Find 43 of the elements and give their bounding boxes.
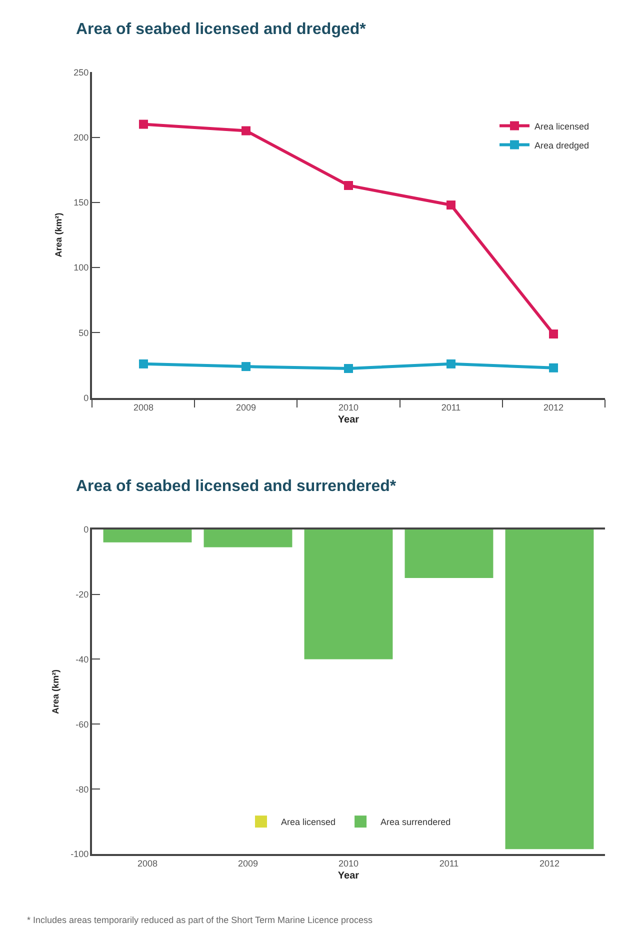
point xyxy=(138,120,148,129)
point xyxy=(138,359,148,368)
x-tick-label: 2008 xyxy=(137,858,158,869)
legend-label: Area dredged xyxy=(534,140,590,150)
point xyxy=(344,180,353,190)
text: * Includes areas temporarily reduced as part of the Short Term Marine Licence process xyxy=(27,915,373,925)
y-tick-label: 50 xyxy=(78,328,89,338)
y-tick-label: 100 xyxy=(74,262,89,273)
x-tick-label: 2009 xyxy=(238,858,258,869)
x-tick-label: 2011 xyxy=(441,402,461,412)
x-tick-label: 2012 xyxy=(539,858,560,869)
legend-label: Area licensed xyxy=(280,817,336,828)
point xyxy=(446,359,456,368)
y-tick-label: 0 xyxy=(84,524,89,534)
point xyxy=(241,362,250,372)
x-tick-label: 2008 xyxy=(133,402,154,412)
x-tick-label: 2009 xyxy=(236,402,256,412)
y-tick-label: 200 xyxy=(74,132,89,142)
y-axis-title: Area (km²) xyxy=(54,212,64,258)
x-tick-label: 2010 xyxy=(338,858,359,869)
point xyxy=(446,200,456,210)
y-axis-title: Area (km²) xyxy=(50,669,61,714)
y-tick-label: -20 xyxy=(76,589,89,600)
x-tick-label: 2010 xyxy=(338,402,359,412)
point xyxy=(241,126,250,136)
y-tick-label: 150 xyxy=(74,198,89,208)
x-axis-title: Year xyxy=(338,870,360,882)
legend-label: Area licensed xyxy=(534,121,590,132)
point xyxy=(549,329,558,338)
x-tick-label: 2012 xyxy=(543,402,564,412)
legend-label: Area surrendered xyxy=(380,817,451,828)
y-tick-label: 0 xyxy=(84,392,89,403)
point xyxy=(344,364,353,373)
x-axis-title: Year xyxy=(338,414,360,426)
point xyxy=(549,363,558,372)
y-tick-label: -100 xyxy=(70,849,89,860)
y-tick-label: -60 xyxy=(76,719,89,730)
y-tick-label: -40 xyxy=(76,654,89,664)
chart-title: Area of seabed licensed and dredged* xyxy=(76,21,367,38)
y-tick-label: 250 xyxy=(74,67,89,78)
x-tick-label: 2011 xyxy=(439,858,459,869)
y-tick-label: -80 xyxy=(76,784,89,794)
chart-title: Area of seabed licensed and surrendered* xyxy=(76,478,397,495)
